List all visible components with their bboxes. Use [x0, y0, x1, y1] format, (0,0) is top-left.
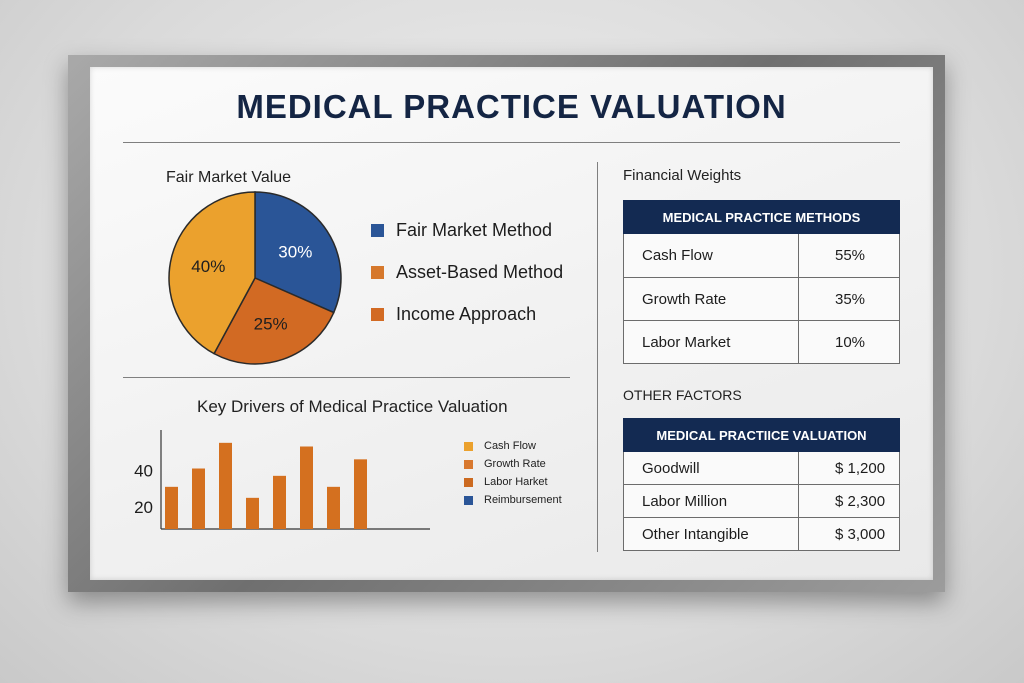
row-value: $ 1,200	[798, 451, 900, 485]
legend-label: Fair Market Method	[396, 219, 553, 240]
bar-legend-item: Growth Rate	[464, 455, 562, 473]
row-value: 35%	[798, 277, 900, 321]
y-tick-label: 40	[134, 461, 153, 480]
row-label: Other Intangible	[623, 517, 799, 551]
row-label: Goodwill	[623, 451, 799, 485]
pie-slice	[168, 191, 256, 355]
pie-slice-label: 40%	[191, 257, 225, 276]
column-divider	[597, 162, 598, 552]
y-tick-label: 20	[134, 498, 153, 517]
weights-table-header: MEDICAL PRACTICE METHODS	[623, 200, 900, 234]
pie-slice	[254, 191, 342, 314]
bar	[246, 497, 259, 529]
legend-label: Income Approach	[396, 303, 537, 324]
bar	[192, 468, 205, 529]
pie-chart: 30% 25% 40%	[168, 191, 342, 365]
weights-table: MEDICAL PRACTICE METHODS Cash Flow 55% G…	[623, 200, 900, 364]
factors-heading: OTHER FACTORS	[623, 387, 742, 403]
bar-legend-item: Reimbursement	[464, 491, 562, 509]
legend-swatch	[464, 477, 473, 487]
pie-legend-item: Income Approach	[371, 293, 563, 335]
bar-heading: Key Drivers of Medical Practice Valuatio…	[197, 397, 508, 416]
bar-legend: Cash Flow Growth Rate Labor Harket Reimb…	[464, 437, 562, 509]
row-value: $ 3,000	[798, 517, 900, 551]
row-value: 10%	[798, 320, 900, 364]
section-divider	[123, 377, 570, 378]
pie-legend: Fair Market Method Asset-Based Method In…	[371, 209, 563, 335]
legend-label: Growth Rate	[484, 458, 546, 470]
table-row: Cash Flow 55%	[623, 233, 900, 278]
table-row: Labor Market 10%	[623, 320, 900, 364]
weights-heading: Financial Weights	[623, 167, 742, 184]
legend-swatch	[464, 495, 473, 505]
row-label: Growth Rate	[623, 277, 799, 321]
factors-table-header: MEDICAL PRACTIICE VALUATION	[623, 418, 900, 452]
pie-slice-label: 30%	[278, 243, 312, 262]
factors-table: MEDICAL PRACTIICE VALUATION Goodwill $ 1…	[623, 418, 900, 551]
legend-swatch	[464, 459, 473, 469]
table-row: Other Intangible $ 3,000	[623, 517, 900, 551]
row-label: Labor Market	[623, 320, 799, 364]
page-title: MEDICAL PRACTICE VALUATION	[236, 88, 787, 125]
pie-heading: Fair Market Value	[166, 169, 292, 186]
bar	[165, 486, 178, 529]
table-row: Labor Million $ 2,300	[623, 484, 900, 518]
row-label: Cash Flow	[623, 233, 799, 278]
legend-swatch	[371, 307, 384, 321]
bar	[327, 486, 340, 529]
bar	[219, 442, 232, 529]
bar	[354, 459, 367, 529]
legend-swatch	[371, 265, 384, 279]
bar	[300, 446, 313, 529]
pie-legend-item: Asset-Based Method	[371, 251, 563, 293]
legend-swatch	[464, 441, 473, 451]
pie-slice-label: 25%	[254, 315, 288, 334]
row-value: $ 2,300	[798, 484, 900, 518]
row-value: 55%	[798, 233, 900, 278]
legend-swatch	[371, 223, 384, 237]
table-row: Goodwill $ 1,200	[623, 451, 900, 485]
bar	[273, 475, 286, 529]
table-row: Growth Rate 35%	[623, 277, 900, 321]
legend-label: Asset-Based Method	[396, 261, 564, 282]
title-divider	[123, 142, 900, 143]
legend-label: Labor Harket	[484, 476, 548, 488]
row-label: Labor Million	[623, 484, 799, 518]
legend-label: Cash Flow	[484, 440, 536, 452]
legend-label: Reimbursement	[484, 494, 562, 506]
bar-legend-item: Labor Harket	[464, 473, 562, 491]
pie-legend-item: Fair Market Method	[371, 209, 563, 251]
bar-legend-item: Cash Flow	[464, 437, 562, 455]
